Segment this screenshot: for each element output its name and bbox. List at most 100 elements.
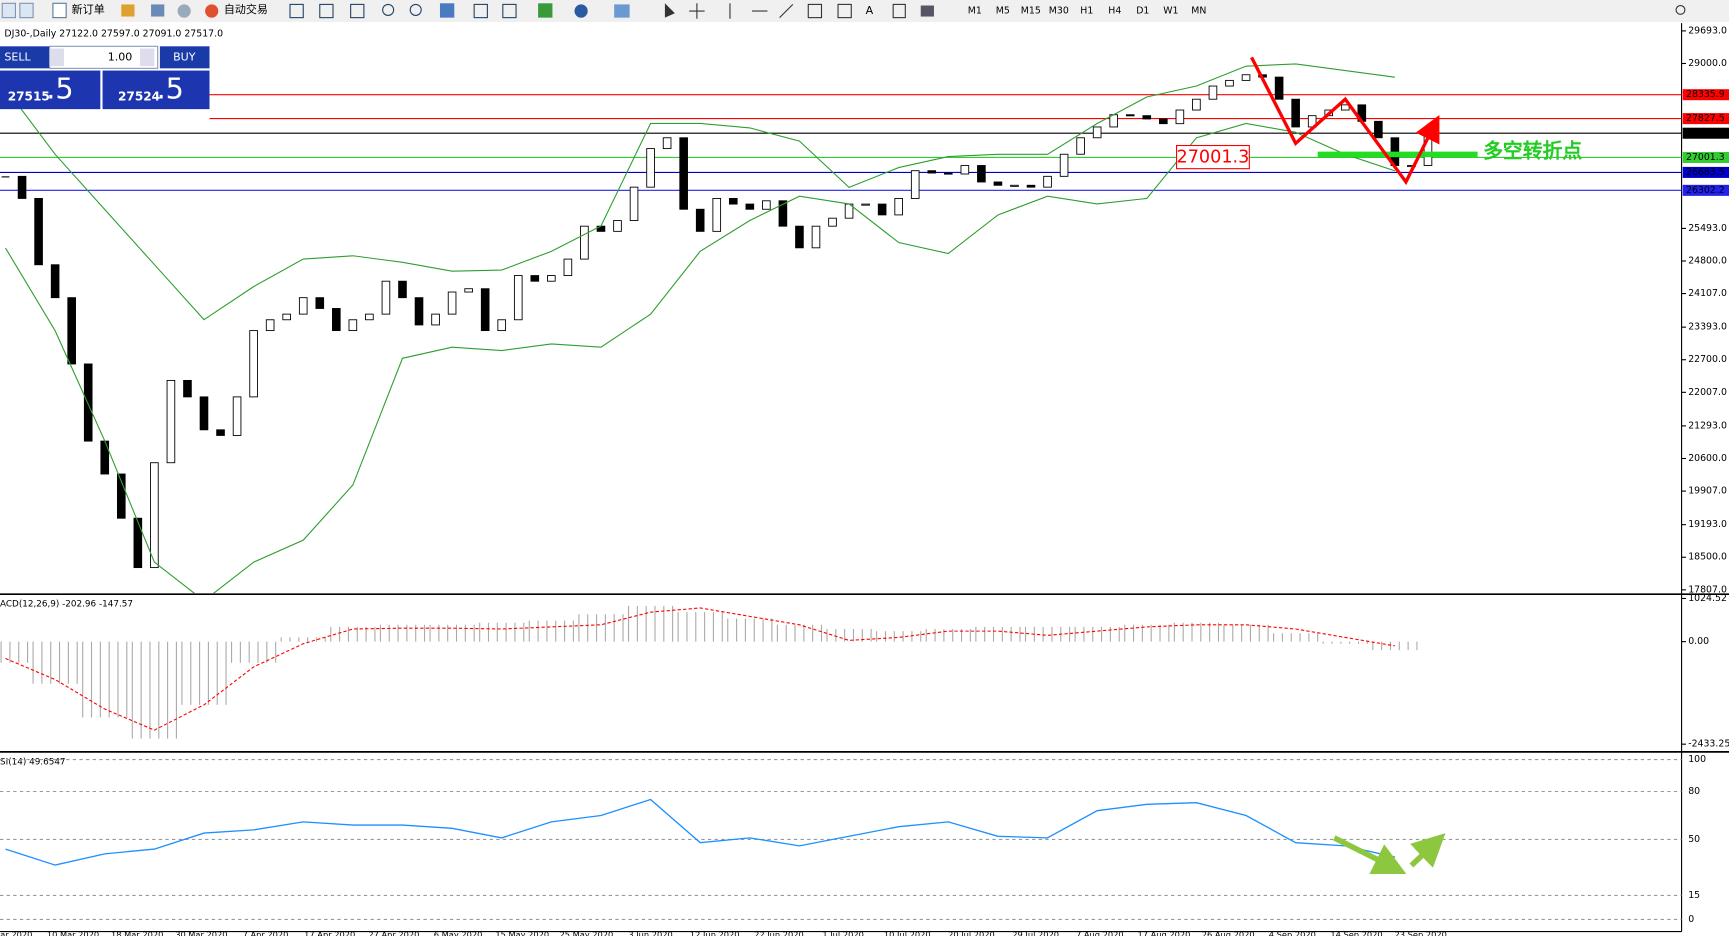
- x-tick-label: 18 Mar 2020: [111, 929, 163, 936]
- candle: [728, 197, 738, 205]
- candle: [894, 197, 903, 216]
- sell-price[interactable]: 27515: [8, 90, 50, 104]
- candle: [1192, 98, 1201, 111]
- pivot-label: 多空转折点: [1483, 140, 1582, 163]
- timeframe-button[interactable]: W1: [1163, 6, 1178, 17]
- rsi-arrow-down: [1333, 835, 1407, 874]
- candle: [265, 319, 275, 332]
- candle: [100, 440, 110, 475]
- candle: [1291, 98, 1300, 128]
- timeframe-button[interactable]: M5: [996, 6, 1010, 17]
- candle: [150, 462, 159, 569]
- timeframe-button[interactable]: H1: [1080, 6, 1093, 17]
- x-tick-label: 3 Jun 2020: [628, 929, 672, 936]
- buy-button[interactable]: [159, 46, 210, 69]
- x-tick-label: 12 Jun 2020: [690, 929, 740, 936]
- timeframe-button[interactable]: H4: [1108, 6, 1121, 17]
- x-tick-label: 26 Aug 2020: [1202, 929, 1255, 936]
- x-tick-label: 10 Mar 2020: [47, 929, 99, 936]
- x-tick-label: 10 Jul 2020: [884, 929, 931, 936]
- sell-button[interactable]: [0, 46, 50, 69]
- x-tick-label: 20 Jul 2020: [948, 929, 995, 936]
- candle: [695, 208, 705, 232]
- candle: [762, 200, 771, 210]
- candle: [960, 165, 970, 175]
- lots-value[interactable]: 1.00: [108, 50, 133, 63]
- y-tick-label: 19907.0: [1688, 486, 1727, 497]
- x-tick-label: 6 May 2020: [434, 929, 483, 936]
- buy-price[interactable]: 27524: [118, 90, 160, 104]
- buy-pips[interactable]: .5: [157, 71, 184, 105]
- candle: [646, 148, 655, 188]
- candle: [133, 517, 143, 569]
- timeframe-button[interactable]: M1: [968, 6, 982, 17]
- candle: [1225, 79, 1234, 87]
- buy-label[interactable]: BUY: [173, 50, 196, 63]
- candle: [298, 297, 308, 315]
- price-level-label: 26683.5: [1686, 167, 1725, 178]
- candle: [795, 225, 804, 249]
- buy-price-box[interactable]: [102, 70, 210, 110]
- price-annotation: 27001.3: [1176, 148, 1249, 168]
- lots-up[interactable]: [140, 48, 155, 67]
- lots-down[interactable]: [49, 48, 64, 67]
- price-level-tag: [1682, 151, 1729, 163]
- price-level-tag: [1682, 89, 1729, 101]
- y-tick-label: 25493.0: [1688, 223, 1727, 234]
- candle: [861, 203, 870, 206]
- rsi-line: [5, 798, 1396, 866]
- timeframe-button[interactable]: MN: [1191, 6, 1206, 17]
- auto-trading-button[interactable]: 自动交易: [224, 2, 268, 16]
- y-tick-label: 18500.0: [1688, 552, 1727, 563]
- timeframe-button[interactable]: M15: [1021, 6, 1041, 17]
- candle: [398, 280, 407, 299]
- candle: [365, 313, 374, 321]
- zigzag-drawing: [1250, 56, 1440, 186]
- candle: [1374, 120, 1383, 139]
- candle: [712, 197, 722, 232]
- bollinger-band: [5, 63, 1395, 321]
- x-tick-label: 27 Apr 2020: [368, 929, 419, 936]
- candle: [282, 313, 291, 321]
- candle: [1010, 184, 1019, 187]
- candle: [547, 275, 556, 282]
- candle: [232, 396, 242, 436]
- candle: [811, 225, 821, 249]
- price-level-label: 28335.9: [1686, 89, 1725, 100]
- candle: [464, 288, 473, 293]
- y-tick-label: 24107.0: [1688, 288, 1727, 299]
- x-tick-label: 30 Mar 2020: [175, 929, 227, 936]
- candle: [1, 176, 10, 178]
- candle: [977, 165, 986, 183]
- candle: [216, 429, 225, 436]
- candle: [497, 319, 507, 332]
- candle: [1241, 74, 1251, 81]
- y-tick-label: 0: [1688, 914, 1694, 925]
- new-order-button[interactable]: 新订单: [72, 2, 105, 16]
- x-tick-label: 7 Aug 2020: [1076, 929, 1124, 936]
- candle: [67, 297, 76, 365]
- candle: [50, 264, 60, 299]
- candle: [414, 297, 424, 326]
- timeframe-button[interactable]: D1: [1136, 6, 1149, 17]
- candle: [580, 225, 589, 260]
- candle: [199, 396, 209, 431]
- candle: [1208, 85, 1218, 100]
- candle: [83, 363, 93, 442]
- candle: [828, 217, 837, 227]
- timeframe-button[interactable]: M30: [1049, 6, 1069, 17]
- candle: [1059, 153, 1069, 177]
- candle: [332, 308, 341, 332]
- macd-label: ACD(12,26,9) -202.96 -147.57: [0, 600, 133, 610]
- sell-price-box[interactable]: [0, 70, 101, 110]
- price-level-tag: [1682, 127, 1729, 139]
- price-level-label: 27517.0: [1686, 128, 1725, 139]
- y-tick-label: 80: [1688, 786, 1700, 797]
- candle: [1092, 126, 1102, 139]
- sell-pips[interactable]: .5: [46, 71, 73, 105]
- candle: [1076, 137, 1085, 155]
- sell-label[interactable]: SELL: [4, 50, 31, 63]
- y-tick-label: 22700.0: [1688, 354, 1727, 365]
- candle: [877, 203, 887, 216]
